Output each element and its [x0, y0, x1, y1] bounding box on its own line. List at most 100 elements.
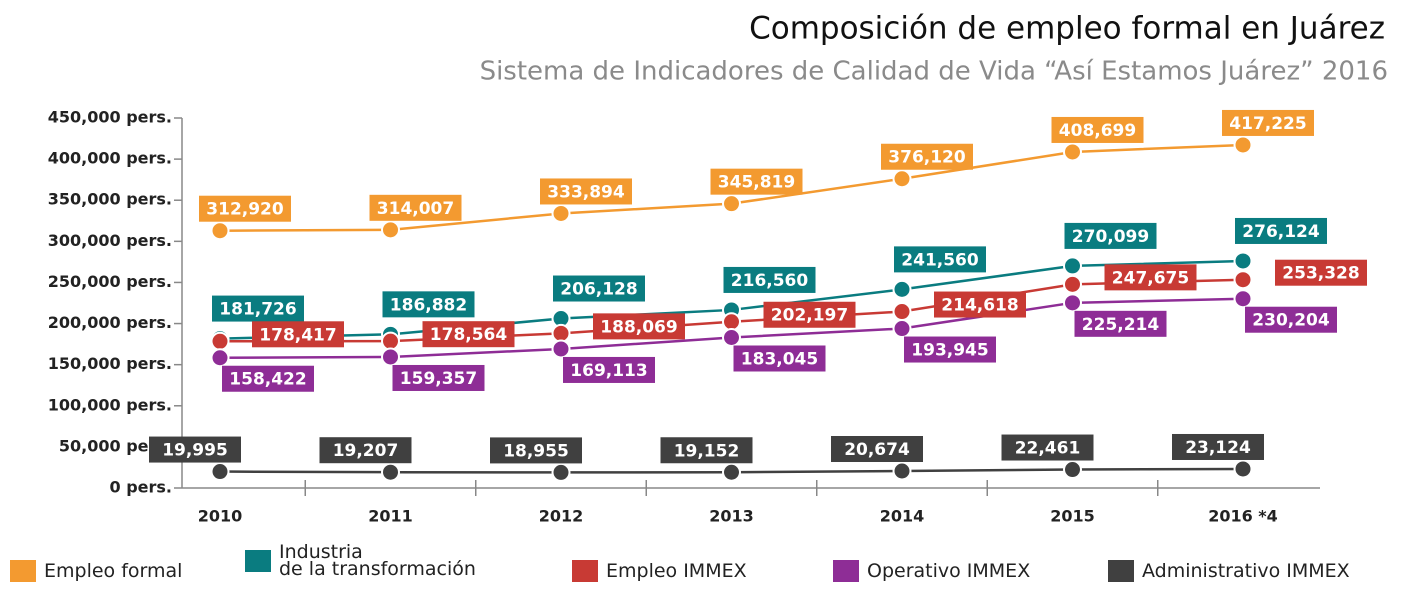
data-label: 408,699 [1059, 121, 1136, 141]
y-tick-label: 100,000 pers. [48, 395, 172, 414]
data-label: 241,560 [901, 250, 979, 270]
data-label-box [212, 295, 304, 322]
data-label: 186,882 [390, 295, 467, 315]
data-point [722, 312, 741, 332]
data-point [892, 302, 912, 322]
x-tick-label: 2016 *4 [1208, 507, 1278, 526]
y-tick-label: 0 pers. [110, 478, 173, 497]
data-label-box [723, 266, 816, 293]
legend-item: Operativo IMMEX [833, 560, 1030, 582]
data-point [1233, 270, 1253, 290]
data-point [551, 462, 571, 482]
y-tick-label: 300,000 pers. [48, 231, 172, 250]
y-tick-label: 200,000 pers. [48, 313, 172, 332]
data-label-box [1051, 116, 1144, 143]
data-label-box [904, 336, 996, 363]
legend: Empleo formal Industria de la transformac… [0, 543, 1406, 592]
legend-label: Empleo formal [44, 559, 183, 582]
data-label: 417,225 [1229, 114, 1306, 134]
y-tick-label: 450,000 pers. [48, 108, 172, 127]
data-point [722, 462, 741, 482]
data-label: 19,207 [333, 441, 399, 461]
data-label-box [553, 275, 645, 302]
data-label-box [199, 195, 291, 222]
legend-swatch [833, 560, 859, 582]
data-point [210, 221, 230, 241]
data-point [381, 462, 400, 482]
x-tick-label: 2011 [368, 507, 413, 526]
data-label: 20,674 [844, 440, 910, 460]
data-label: 253,328 [1282, 264, 1359, 284]
data-label-box [422, 321, 515, 348]
data-label-box [1245, 306, 1337, 333]
data-label: 214,618 [941, 296, 1018, 316]
data-point [551, 323, 571, 343]
data-label: 216,560 [731, 271, 809, 291]
data-point [892, 169, 912, 189]
y-tick-label: 250,000 pers. [48, 272, 172, 291]
data-label-box [392, 364, 485, 391]
data-label-box [934, 291, 1026, 318]
chart-title: Composición de empleo formal en Juárez [749, 11, 1385, 47]
data-label: 169,113 [570, 361, 647, 381]
data-label-box [490, 437, 582, 464]
data-label: 206,128 [560, 280, 637, 300]
data-label-box [894, 246, 986, 273]
data-point [1063, 460, 1082, 480]
data-label: 312,920 [206, 200, 284, 220]
data-label-box [1172, 433, 1264, 460]
data-label: 314,007 [377, 199, 454, 219]
data-point [1233, 251, 1253, 271]
data-point [892, 319, 912, 339]
x-tick-label: 2014 [880, 507, 925, 526]
data-label: 276,124 [1242, 222, 1320, 242]
data-point [1063, 274, 1082, 294]
legend-label: Operativo IMMEX [867, 559, 1031, 582]
x-tick-label: 2013 [709, 507, 754, 526]
data-label: 18,955 [503, 441, 569, 461]
data-label: 181,726 [219, 300, 296, 320]
data-point [892, 461, 912, 481]
data-label-box [252, 321, 344, 348]
data-point [1233, 289, 1253, 309]
legend-item: Empleo formal [10, 560, 182, 582]
data-label: 178,564 [430, 325, 508, 345]
data-label-box [382, 291, 475, 318]
data-point [1063, 142, 1082, 162]
legend-swatch [10, 560, 36, 582]
legend-label: Industria de la transformación [279, 541, 476, 580]
data-label: 193,945 [911, 341, 988, 361]
data-label-box [831, 436, 923, 463]
data-label-box [149, 436, 241, 463]
data-label-box [763, 301, 856, 328]
chart: Composición de empleo formal en Juárez S… [48, 11, 1388, 526]
legend-swatch [245, 550, 271, 572]
data-label-box [563, 356, 655, 383]
legend-label: Empleo IMMEX [606, 559, 747, 582]
legend-item: Administrativo IMMEX [1108, 560, 1350, 582]
y-tick-label: 350,000 pers. [48, 190, 172, 209]
data-label: 158,422 [229, 370, 306, 390]
data-label-box [1001, 434, 1094, 461]
data-label-box [1074, 310, 1167, 337]
data-label: 183,045 [741, 349, 818, 369]
data-label: 376,120 [888, 148, 966, 168]
data-point [892, 279, 912, 299]
data-label-box [1235, 217, 1327, 244]
y-tick-label: 400,000 pers. [48, 149, 172, 168]
data-label: 188,069 [600, 317, 677, 337]
data-point [210, 462, 230, 482]
data-label: 247,675 [1112, 268, 1189, 288]
data-point [1233, 459, 1253, 479]
data-point [210, 348, 230, 368]
data-label-box [881, 143, 973, 170]
data-label: 270,099 [1072, 227, 1149, 247]
data-point [210, 331, 230, 351]
data-label: 159,357 [400, 369, 477, 389]
legend-item: Industria de la transformación [245, 541, 476, 580]
data-label-box [369, 194, 462, 221]
data-label: 225,214 [1082, 315, 1160, 335]
data-label-box [733, 345, 826, 372]
data-label: 333,894 [547, 182, 625, 202]
data-point [1233, 135, 1253, 155]
